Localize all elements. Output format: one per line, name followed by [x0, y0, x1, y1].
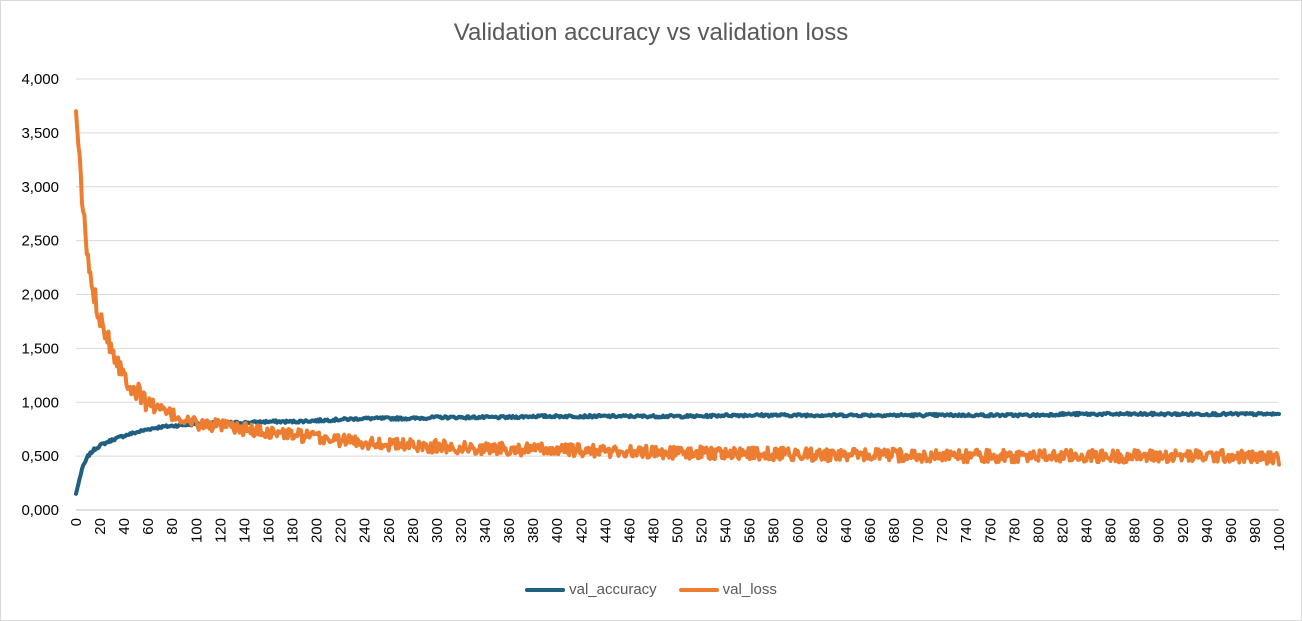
x-tick-label: 840 — [1079, 518, 1096, 543]
x-tick-label: 1000 — [1271, 518, 1288, 551]
y-tick-label: 4,000 — [21, 71, 59, 88]
x-tick-label: 940 — [1199, 518, 1216, 543]
x-tick-label: 620 — [814, 518, 831, 543]
y-tick-label: 0,000 — [21, 502, 59, 519]
x-tick-label: 100 — [188, 518, 205, 543]
gridlines — [76, 78, 1279, 511]
x-tick-label: 920 — [1175, 518, 1192, 543]
legend-item-val-loss: val_loss — [678, 581, 777, 598]
y-tick-label: 0,500 — [21, 448, 59, 465]
x-tick-label: 0 — [68, 518, 85, 526]
x-tick-label: 240 — [357, 518, 374, 543]
x-tick-label: 760 — [982, 518, 999, 543]
x-tick-label: 300 — [429, 518, 446, 543]
x-tick-label: 700 — [910, 518, 927, 543]
x-tick-label: 900 — [1151, 518, 1168, 543]
legend-item-val-accuracy: val_accuracy — [525, 581, 657, 598]
x-tick-label: 860 — [1103, 518, 1120, 543]
x-tick-label: 660 — [862, 518, 879, 543]
x-tick-label: 980 — [1247, 518, 1264, 543]
x-tick-label: 60 — [140, 518, 157, 535]
x-tick-label: 780 — [1006, 518, 1023, 543]
x-tick-label: 820 — [1054, 518, 1071, 543]
y-tick-label: 2,000 — [21, 287, 59, 304]
x-tick-label: 200 — [309, 518, 326, 543]
legend-swatch — [678, 587, 719, 592]
series-line-val-loss — [74, 109, 1281, 467]
y-tick-label: 1,000 — [21, 394, 59, 411]
x-tick-label: 520 — [694, 518, 711, 543]
y-tick-label: 1,500 — [21, 340, 59, 357]
x-tick-label: 540 — [718, 518, 735, 543]
x-tick-label: 220 — [333, 518, 350, 543]
x-tick-label: 260 — [381, 518, 398, 543]
x-tick-label: 580 — [766, 518, 783, 543]
x-tick-label: 340 — [477, 518, 494, 543]
y-tick-label: 3,000 — [21, 179, 59, 196]
y-tick-label: 2,500 — [21, 233, 59, 250]
x-tick-label: 400 — [549, 518, 566, 543]
legend-swatch — [525, 587, 566, 592]
y-tick-label: 3,500 — [21, 125, 59, 142]
x-tick-label: 120 — [212, 518, 229, 543]
x-tick-label: 280 — [405, 518, 422, 543]
x-tick-label: 40 — [116, 518, 133, 535]
x-tick-label: 80 — [164, 518, 181, 535]
x-tick-label: 560 — [742, 518, 759, 543]
legend-label: val_accuracy — [569, 581, 657, 598]
x-tick-label: 640 — [838, 518, 855, 543]
x-tick-label: 720 — [934, 518, 951, 543]
x-tick-label: 800 — [1030, 518, 1047, 543]
x-tick-label: 420 — [573, 518, 590, 543]
x-tick-label: 20 — [92, 518, 109, 535]
x-tick-label: 680 — [886, 518, 903, 543]
x-tick-label: 440 — [597, 518, 614, 543]
legend: val_accuracy val_loss — [1, 581, 1301, 598]
x-tick-label: 500 — [670, 518, 687, 543]
x-tick-label: 740 — [958, 518, 975, 543]
x-tick-label: 480 — [645, 518, 662, 543]
x-tick-label: 180 — [285, 518, 302, 543]
x-tick-label: 360 — [501, 518, 518, 543]
legend-label: val_loss — [722, 581, 777, 598]
chart-title: Validation accuracy vs validation loss — [453, 19, 849, 46]
x-tick-label: 460 — [621, 518, 638, 543]
series-lines — [74, 109, 1281, 496]
x-tick-label: 380 — [525, 518, 542, 543]
x-tick-label: 140 — [236, 518, 253, 543]
x-tick-label: 880 — [1127, 518, 1144, 543]
x-tick-label: 320 — [453, 518, 470, 543]
x-axis-ticks: 0 20 40 60 80 100 120 140 160 180 200 220 240 260 280 3… — [68, 518, 1288, 551]
series-line-val-accuracy — [74, 410, 1281, 496]
y-axis-ticks: 0,000 0,500 1,000 1,500 2,000 2,500 3,000 3,500… — [21, 71, 59, 519]
x-tick-label: 960 — [1223, 518, 1240, 543]
x-tick-label: 160 — [260, 518, 277, 543]
x-tick-label: 600 — [790, 518, 807, 543]
